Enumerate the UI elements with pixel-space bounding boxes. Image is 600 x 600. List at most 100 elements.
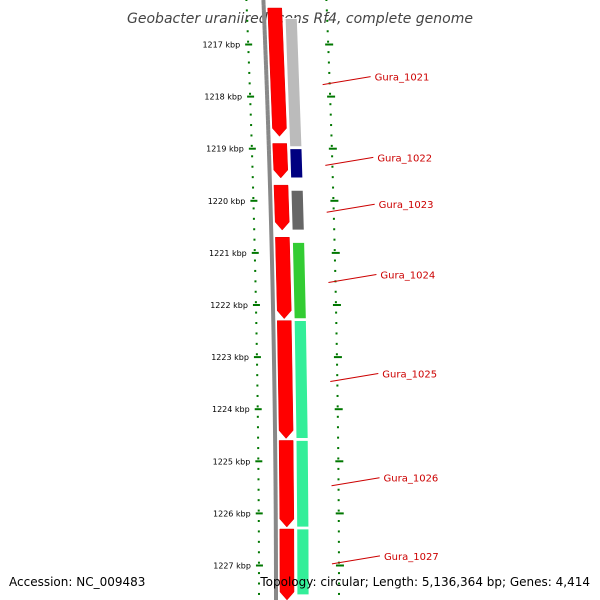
scale-dot bbox=[257, 478, 260, 481]
gene-leader-line bbox=[328, 274, 377, 284]
scale-dot bbox=[257, 551, 260, 554]
scale-dot bbox=[250, 134, 253, 137]
scale-dot bbox=[330, 134, 333, 137]
scale-dot bbox=[248, 71, 251, 74]
kbp-label: 1225 kbp bbox=[213, 457, 251, 466]
scale-dot bbox=[256, 384, 259, 387]
scale-dot bbox=[252, 186, 255, 189]
scale-dot bbox=[332, 207, 335, 210]
scale-dot bbox=[337, 530, 340, 533]
gene-block bbox=[290, 189, 305, 231]
scale-dot bbox=[325, 0, 328, 1]
scale-dot bbox=[256, 363, 259, 366]
scale-dot bbox=[256, 405, 259, 408]
scale-dot bbox=[257, 530, 260, 533]
scale-dot bbox=[247, 61, 250, 64]
scale-dot bbox=[327, 51, 330, 54]
scale-dot bbox=[335, 353, 338, 356]
scale-dot bbox=[337, 436, 340, 439]
scale-dot bbox=[333, 238, 336, 241]
scale-dot bbox=[337, 572, 340, 575]
scale-dot bbox=[336, 374, 339, 377]
scale-dot bbox=[337, 478, 340, 481]
scale-dot bbox=[337, 457, 340, 460]
scale-dot bbox=[327, 40, 330, 43]
scale-dot bbox=[255, 332, 258, 335]
kbp-label: 1217 kbp bbox=[202, 41, 240, 50]
scale-dot bbox=[331, 165, 334, 168]
scale-dot bbox=[330, 144, 333, 147]
gene-block bbox=[296, 528, 310, 596]
forward-gene-arrow bbox=[278, 440, 295, 528]
scale-dot bbox=[257, 467, 260, 470]
gene-leader-line bbox=[330, 373, 379, 383]
scale-dot bbox=[247, 40, 250, 43]
scale-dot bbox=[256, 426, 259, 429]
scale-dot bbox=[256, 394, 259, 397]
scale-dot bbox=[337, 467, 340, 470]
kbp-label: 1220 kbp bbox=[208, 197, 246, 206]
scale-dot bbox=[254, 290, 257, 293]
scale-dot bbox=[336, 415, 339, 418]
scale-dot bbox=[333, 249, 336, 252]
scale-dot bbox=[337, 509, 340, 512]
topology-text: Topology: circular; Length: 5,136,364 bp… bbox=[260, 575, 590, 589]
scale-dot bbox=[326, 19, 329, 22]
scale-dot bbox=[253, 259, 256, 262]
gene-block bbox=[293, 320, 309, 439]
scale-dot bbox=[257, 582, 260, 585]
scale-dot bbox=[246, 30, 249, 33]
gene-label: Gura_1023 bbox=[379, 200, 434, 211]
scale-dot bbox=[332, 186, 335, 189]
scale-dot bbox=[335, 332, 338, 335]
scale-dot bbox=[250, 144, 253, 147]
scale-dot bbox=[255, 311, 258, 314]
scale-dot bbox=[337, 488, 340, 491]
scale-dot bbox=[337, 592, 340, 595]
gene-block bbox=[295, 440, 310, 528]
scale-dot bbox=[249, 103, 252, 106]
scale-dot bbox=[257, 540, 260, 543]
forward-gene-arrow bbox=[272, 143, 289, 179]
gene-leader-line bbox=[325, 156, 374, 166]
gene-leader-line bbox=[326, 203, 375, 213]
gene-label: Gura_1027 bbox=[384, 552, 439, 563]
scale-dot bbox=[336, 426, 339, 429]
kbp-label: 1221 kbp bbox=[209, 249, 247, 258]
scale-dot bbox=[331, 155, 334, 158]
kbp-label: 1219 kbp bbox=[206, 145, 244, 154]
scale-dot bbox=[249, 92, 252, 95]
scale-dot bbox=[248, 82, 251, 85]
scale-dot bbox=[253, 249, 256, 252]
scale-dot bbox=[334, 301, 337, 304]
scale-dot bbox=[336, 384, 339, 387]
kbp-label: 1218 kbp bbox=[204, 93, 242, 102]
scale-dot bbox=[325, 9, 328, 12]
scale-dot bbox=[337, 540, 340, 543]
scale-dot bbox=[256, 374, 259, 377]
scale-dot bbox=[330, 124, 333, 127]
kbp-label: 1224 kbp bbox=[212, 405, 250, 414]
scale-dot bbox=[332, 196, 335, 199]
scale-dot bbox=[332, 217, 335, 220]
gene-block bbox=[289, 148, 304, 179]
scale-dot bbox=[246, 19, 249, 22]
scale-dot bbox=[255, 353, 258, 356]
scale-dot bbox=[255, 322, 258, 325]
scale-dot bbox=[337, 520, 340, 522]
scale-dot bbox=[253, 228, 256, 231]
scale-dot bbox=[329, 113, 332, 116]
gene-leader-line bbox=[331, 477, 380, 487]
accession-text: Accession: NC_009483 bbox=[9, 575, 146, 589]
genome-title: Geobacter uraniireducens Rf4, complete g… bbox=[127, 11, 473, 27]
scale-dot bbox=[257, 561, 260, 564]
forward-gene-arrow bbox=[275, 237, 292, 320]
scale-dot bbox=[331, 176, 334, 179]
kbp-label: 1227 kbp bbox=[213, 562, 251, 571]
scale-dot bbox=[337, 499, 340, 502]
kbp-label: 1226 kbp bbox=[213, 509, 251, 518]
scale-dot bbox=[257, 457, 260, 460]
forward-gene-arrow bbox=[277, 320, 294, 439]
scale-dot bbox=[257, 592, 260, 595]
